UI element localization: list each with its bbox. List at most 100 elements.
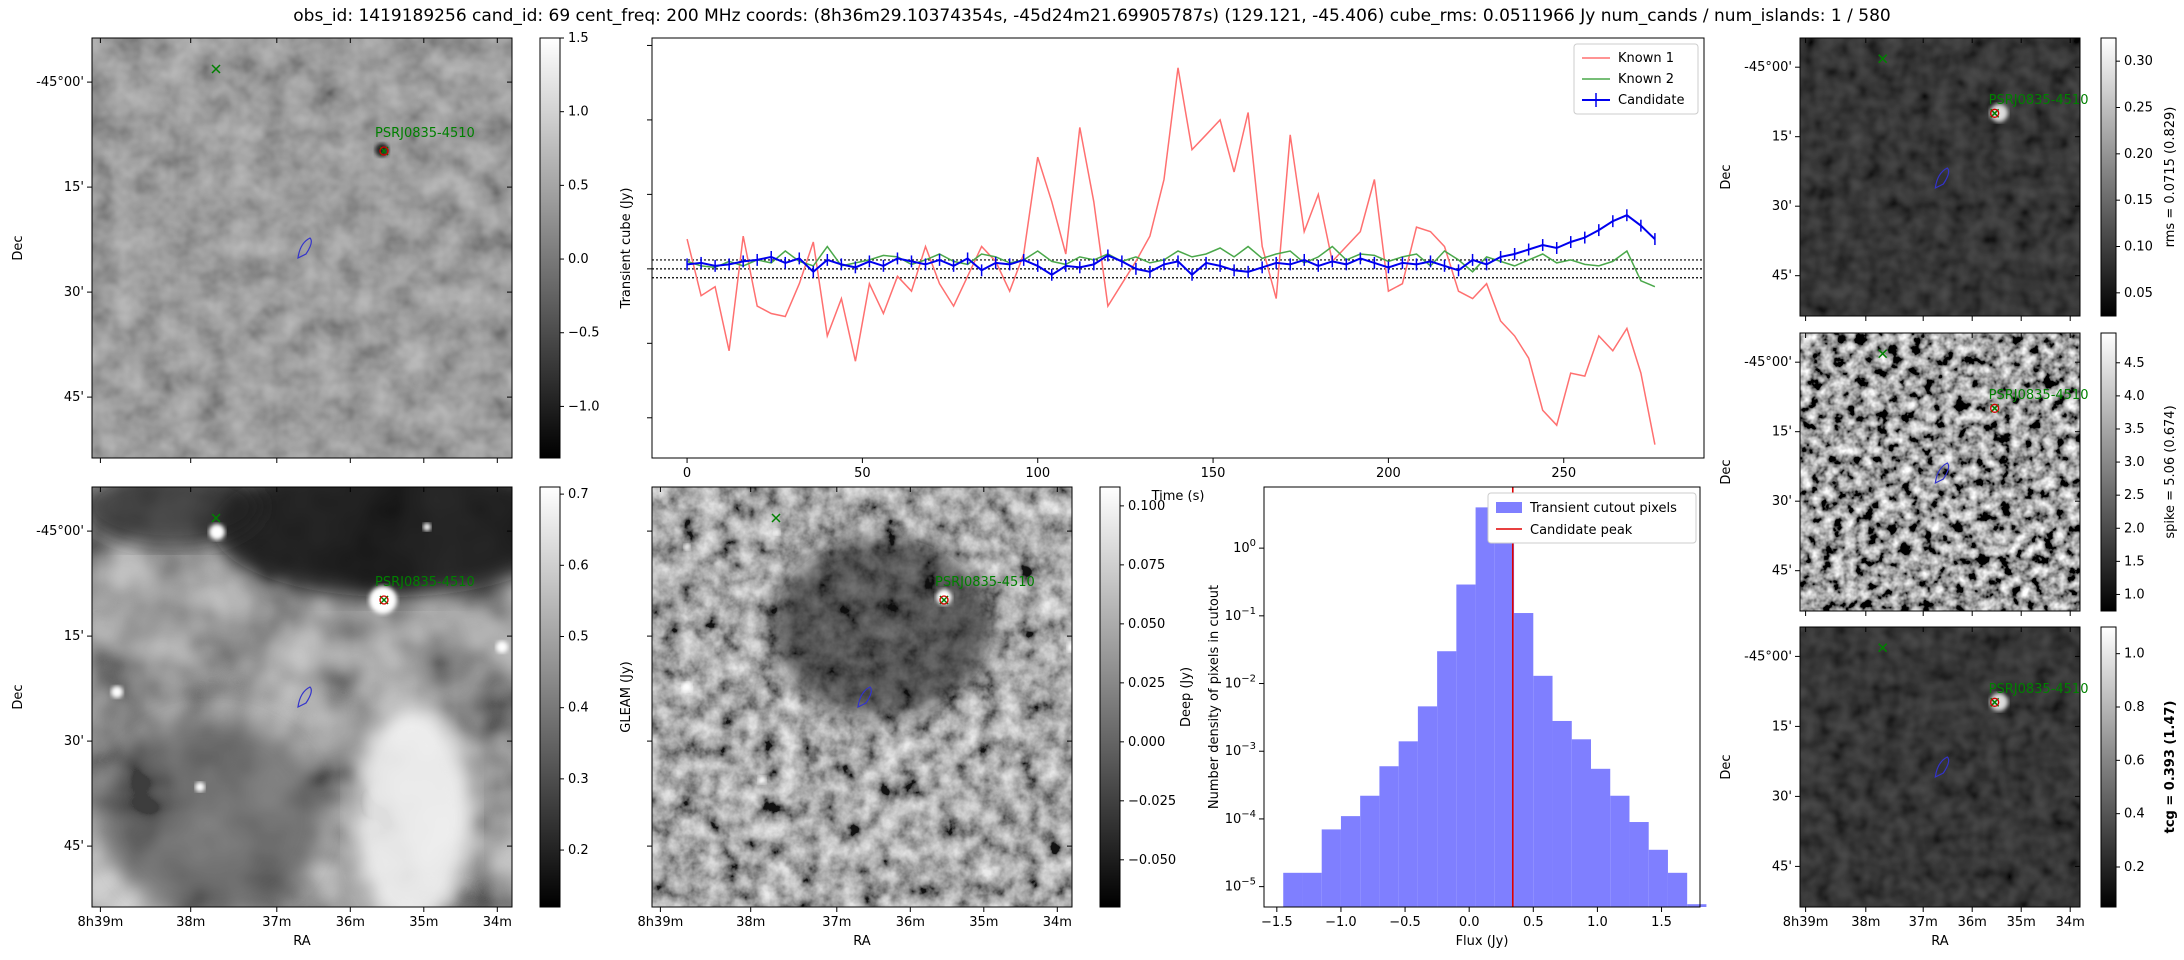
dec-tick-label: -45°00' — [1744, 355, 1792, 370]
gleam-colorbar — [539, 486, 561, 908]
histogram-bar — [1514, 613, 1534, 907]
colorbar-tick-label: 0.2 — [568, 843, 589, 858]
histogram-bar — [1475, 507, 1495, 907]
colorbar-tick-label: −0.5 — [568, 326, 600, 341]
colorbar-tick-label: 0.5 — [568, 629, 589, 644]
histogram-bar — [1629, 822, 1649, 907]
colorbar-tick-label: 0.6 — [568, 558, 589, 573]
colorbar-tick-label: 0.3 — [568, 772, 589, 787]
cube-frame — [91, 37, 513, 459]
colorbar-tick-label: 0.10 — [2124, 240, 2153, 255]
ra-tick-label: 38m — [1851, 915, 1880, 930]
ra-tick-label: 34m — [1043, 915, 1072, 930]
colorbar-tick-label: 0.25 — [2124, 101, 2153, 116]
spike-frame — [1799, 332, 2081, 612]
candidate-marker-red — [379, 146, 389, 156]
dec-tick-label: 15' — [1772, 130, 1792, 145]
rms-frame — [1799, 37, 2081, 317]
ra-tick-label: 35m — [409, 915, 438, 930]
candidate-contour — [857, 686, 872, 709]
histogram-bar — [1398, 741, 1418, 907]
legend-label: Candidate — [1618, 93, 1684, 108]
flux-bin-tick-label: 1.0 — [1587, 915, 1608, 930]
colorbar-tick-label: 0.20 — [2124, 147, 2153, 162]
gleam-colorbar-label: GLEAM (Jy) — [619, 661, 634, 732]
histogram-bar — [1417, 706, 1438, 907]
histogram-bar — [1533, 675, 1553, 907]
time-tick-label: 150 — [1201, 466, 1226, 481]
dec-tick-label: 30' — [64, 734, 84, 749]
candidate-marker-red — [379, 595, 389, 605]
cube-colorbar-label: Transient cube (Jy) — [619, 188, 634, 310]
known-source-marker-green — [211, 513, 221, 523]
deep-image — [652, 487, 1072, 907]
histogram-bar — [1321, 829, 1341, 907]
histogram-bar — [1571, 739, 1591, 907]
histogram-ylabel: Number density of pixels in cutout — [1207, 585, 1222, 809]
histogram-bar — [1379, 766, 1399, 907]
colorbar-tick-label: 0.2 — [2124, 860, 2145, 875]
dec-tick-label: 15' — [1772, 719, 1792, 734]
histogram-legend — [1487, 492, 1697, 544]
psr-label: PSRJ0835-4510 — [1989, 682, 2089, 697]
dec-axis-label: Dec — [1719, 459, 1734, 484]
spike-colorbar — [2100, 332, 2117, 612]
lightcurve-frame — [651, 37, 1705, 459]
dec-tick-label: -45°00' — [36, 524, 84, 539]
legend-swatch-hist — [1496, 502, 1522, 513]
colorbar-tick-label: 0.075 — [1128, 558, 1165, 573]
time-tick-label: 0 — [683, 466, 691, 481]
colorbar-tick-label: 0.7 — [568, 487, 589, 502]
histogram-bar — [1591, 768, 1611, 907]
dec-tick-label: 15' — [1772, 425, 1792, 440]
log-tick-label: 10−5 — [1225, 877, 1256, 895]
candidate-line — [686, 214, 1656, 277]
colorbar-tick-label: 4.0 — [2124, 389, 2145, 404]
histogram-bar — [1456, 584, 1476, 907]
flux-bin-tick-label: 1.5 — [1651, 915, 1672, 930]
ra-tick-label: 8h39m — [78, 915, 124, 930]
legend-label: Known 2 — [1618, 72, 1674, 87]
legend-label: Candidate peak — [1530, 523, 1633, 538]
candidate-marker-red — [1990, 108, 2000, 118]
colorbar-tick-label: 3.5 — [2124, 422, 2145, 437]
ra-tick-label: 35m — [969, 915, 998, 930]
dec-axis-label: Dec — [1719, 754, 1734, 779]
spike-image — [1800, 333, 2080, 611]
colorbar-tick-label: 0.4 — [568, 701, 589, 716]
candidate-marker-red — [939, 595, 949, 605]
psr-label: PSRJ0835-4510 — [1989, 388, 2089, 403]
flux-bin-tick-label: 0.5 — [1523, 915, 1544, 930]
histogram-bar — [1648, 849, 1668, 907]
gleam-frame — [91, 486, 513, 908]
colorbar-tick-label: 2.0 — [2124, 521, 2145, 536]
rms-colorbar-label: rms = 0.0715 (0.829) — [2163, 107, 2178, 248]
gleam-image — [92, 487, 512, 907]
psr-label: PSRJ0835-4510 — [935, 575, 1035, 590]
candidate-marker-red — [1990, 697, 2000, 707]
known-source-marker-green — [1878, 349, 1888, 359]
colorbar-tick-label: 0.8 — [2124, 700, 2145, 715]
colorbar-tick-label: 0.0 — [568, 252, 589, 267]
rms-image — [1800, 38, 2080, 316]
dec-tick-label: 15' — [64, 629, 84, 644]
histogram-bar — [1494, 530, 1515, 907]
histogram-bar — [1667, 872, 1688, 907]
ra-tick-label: 38m — [176, 915, 205, 930]
histogram-xlabel: Flux (Jy) — [1456, 934, 1509, 949]
dec-tick-label: -45°00' — [36, 75, 84, 90]
known-source-marker-green — [211, 64, 221, 74]
cube-colorbar — [539, 37, 561, 459]
colorbar-tick-label: 0.05 — [2124, 286, 2153, 301]
psr-label: PSRJ0835-4510 — [375, 575, 475, 590]
psr-label: PSRJ0835-4510 — [1989, 93, 2089, 108]
histogram-bar — [1283, 872, 1303, 907]
log-tick-label: 10−1 — [1225, 606, 1256, 624]
ra-tick-label: 36m — [896, 915, 925, 930]
colorbar-tick-label: 0.000 — [1128, 735, 1165, 750]
colorbar-tick-label: 0.15 — [2124, 193, 2153, 208]
histogram-bar — [1610, 795, 1630, 907]
spike-colorbar-label: spike = 5.06 (0.674) — [2163, 405, 2178, 538]
ra-axis-label: RA — [1931, 934, 1949, 949]
